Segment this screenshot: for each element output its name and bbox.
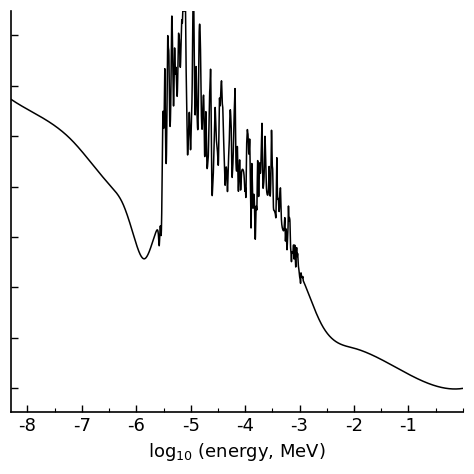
X-axis label: log$_{10}$ (energy, MeV): log$_{10}$ (energy, MeV) — [148, 441, 326, 463]
